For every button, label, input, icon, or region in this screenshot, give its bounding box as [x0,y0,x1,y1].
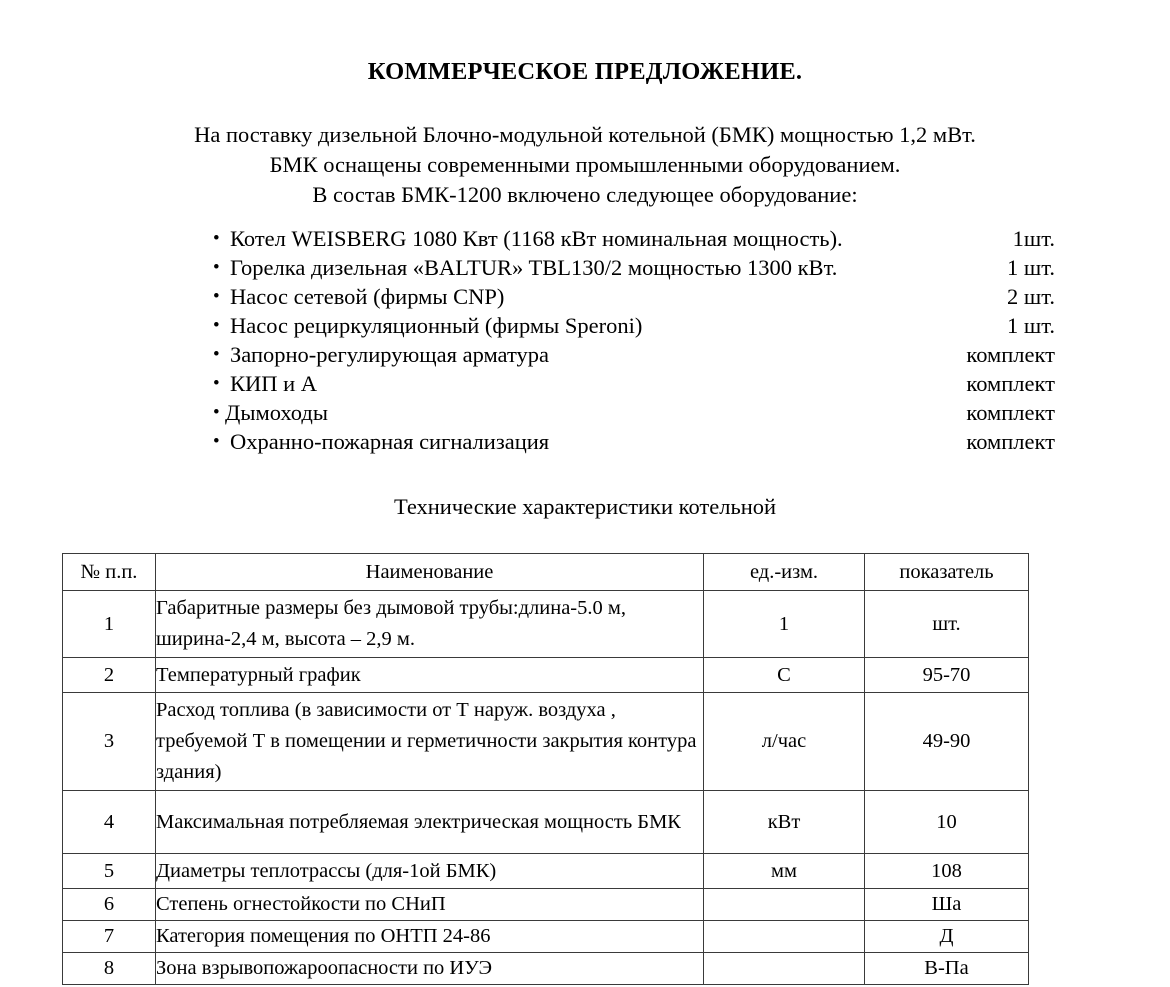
equipment-label: Дымоходы [225,400,328,425]
table-header-row: № п.п. Наименование ед.-изм. показатель [62,553,1029,591]
column-header-name: Наименование [155,553,704,591]
cell-name: Категория помещения по ОНТП 24-86 [155,920,704,953]
cell-number: 2 [62,657,156,693]
cell-unit: кВт [703,790,865,854]
equipment-quantity: 2 шт. [1007,284,1055,309]
list-item: • Дымоходы комплект [213,398,1055,427]
cell-name: Зона взрывопожароопасности по ИУЭ [155,952,704,985]
cell-number: 5 [62,853,156,889]
list-item: • Котел WEISBERG 1080 Квт (1168 кВт номи… [213,224,1055,253]
equipment-quantity: комплект [966,371,1055,396]
table-row: 7 Категория помещения по ОНТП 24-86 Д [62,920,1029,953]
intro-line-1: На поставку дизельной Блочно-модульной к… [194,122,976,147]
cell-unit: 1 [703,590,865,658]
cell-number: 7 [62,920,156,953]
column-header-number: № п.п. [62,553,156,591]
bullet-icon: • [213,286,220,307]
cell-unit: С [703,657,865,693]
list-item: • Охранно-пожарная сигнализация комплект [213,427,1055,456]
list-item: • КИП и А комплект [213,369,1055,398]
bullet-icon: • [213,431,220,452]
table-row: 4 Максимальная потребляемая электрическа… [62,790,1029,854]
equipment-label: Запорно-регулирующая арматура [230,342,549,367]
cell-value: 108 [864,853,1029,889]
column-header-value: показатель [864,553,1029,591]
bullet-icon: • [213,315,220,336]
equipment-label: Горелка дизельная «BALTUR» TBL130/2 мощн… [230,255,838,280]
table-row: 5 Диаметры теплотрассы (для-1ой БМК) мм … [62,853,1029,889]
table-row: 3 Расход топлива (в зависимости от Т нар… [62,692,1029,791]
equipment-label: Охранно-пожарная сигнализация [230,429,550,454]
bullet-icon: • [213,402,220,423]
intro-paragraph: На поставку дизельной Блочно-модульной к… [0,86,1170,210]
cell-number: 6 [62,888,156,921]
cell-name: Габаритные размеры без дымовой трубы:дли… [155,590,704,658]
equipment-quantity: комплект [966,342,1055,367]
bullet-icon: • [213,228,220,249]
intro-line-3: В состав БМК-1200 включено следующее обо… [312,182,858,207]
cell-name: Температурный график [155,657,704,693]
equipment-label: Насос рециркуляционный (фирмы Speroni) [230,313,643,338]
equipment-quantity: 1 шт. [1007,313,1055,338]
cell-value: 49-90 [864,692,1029,791]
cell-value: В-Па [864,952,1029,985]
cell-value: шт. [864,590,1029,658]
equipment-quantity: комплект [966,400,1055,425]
table-row: 6 Степень огнестойкости по СНиП Ша [62,888,1029,921]
specs-heading: Технические характеристики котельной [393,494,777,519]
cell-name: Максимальная потребляемая электрическая … [155,790,704,854]
table-row: 1 Габаритные размеры без дымовой трубы:д… [62,590,1029,658]
intro-line-2: БМК оснащены современными промышленными … [269,152,901,177]
specs-table-container: № п.п. Наименование ед.-изм. показатель … [0,520,1170,985]
column-header-unit: ед.-изм. [703,553,865,591]
cell-unit: л/час [703,692,865,791]
table-row: 2 Температурный график С 95-70 [62,657,1029,693]
list-item: • Насос сетевой (фирмы CNP) 2 шт. [213,282,1055,311]
equipment-quantity: комплект [966,429,1055,454]
equipment-list: • Котел WEISBERG 1080 Квт (1168 кВт номи… [0,210,1170,456]
cell-name: Расход топлива (в зависимости от Т наруж… [155,692,704,791]
bullet-icon: • [213,373,220,394]
cell-number: 3 [62,692,156,791]
cell-value: 10 [864,790,1029,854]
cell-number: 8 [62,952,156,985]
specs-table: № п.п. Наименование ед.-изм. показатель … [62,553,1029,985]
equipment-label: КИП и А [230,371,318,396]
list-item: • Насос рециркуляционный (фирмы Speroni)… [213,311,1055,340]
equipment-label: Котел WEISBERG 1080 Квт (1168 кВт номина… [230,226,843,251]
list-item: • Горелка дизельная «BALTUR» TBL130/2 мо… [213,253,1055,282]
cell-value: Ша [864,888,1029,921]
cell-value: 95-70 [864,657,1029,693]
bullet-icon: • [213,344,220,365]
cell-name: Степень огнестойкости по СНиП [155,888,704,921]
table-row: 8 Зона взрывопожароопасности по ИУЭ В-Па [62,952,1029,985]
cell-unit: мм [703,853,865,889]
cell-name: Диаметры теплотрассы (для-1ой БМК) [155,853,704,889]
page-title: КОММЕРЧЕСКОЕ ПРЕДЛОЖЕНИЕ. [367,58,803,85]
equipment-quantity: 1 шт. [1007,255,1055,280]
cell-number: 1 [62,590,156,658]
equipment-quantity: 1шт. [1012,226,1055,251]
cell-unit [703,888,865,921]
bullet-icon: • [213,257,220,278]
list-item: • Запорно-регулирующая арматура комплект [213,340,1055,369]
equipment-label: Насос сетевой (фирмы CNP) [230,284,505,309]
cell-value: Д [864,920,1029,953]
cell-unit [703,920,865,953]
cell-number: 4 [62,790,156,854]
cell-unit [703,952,865,985]
